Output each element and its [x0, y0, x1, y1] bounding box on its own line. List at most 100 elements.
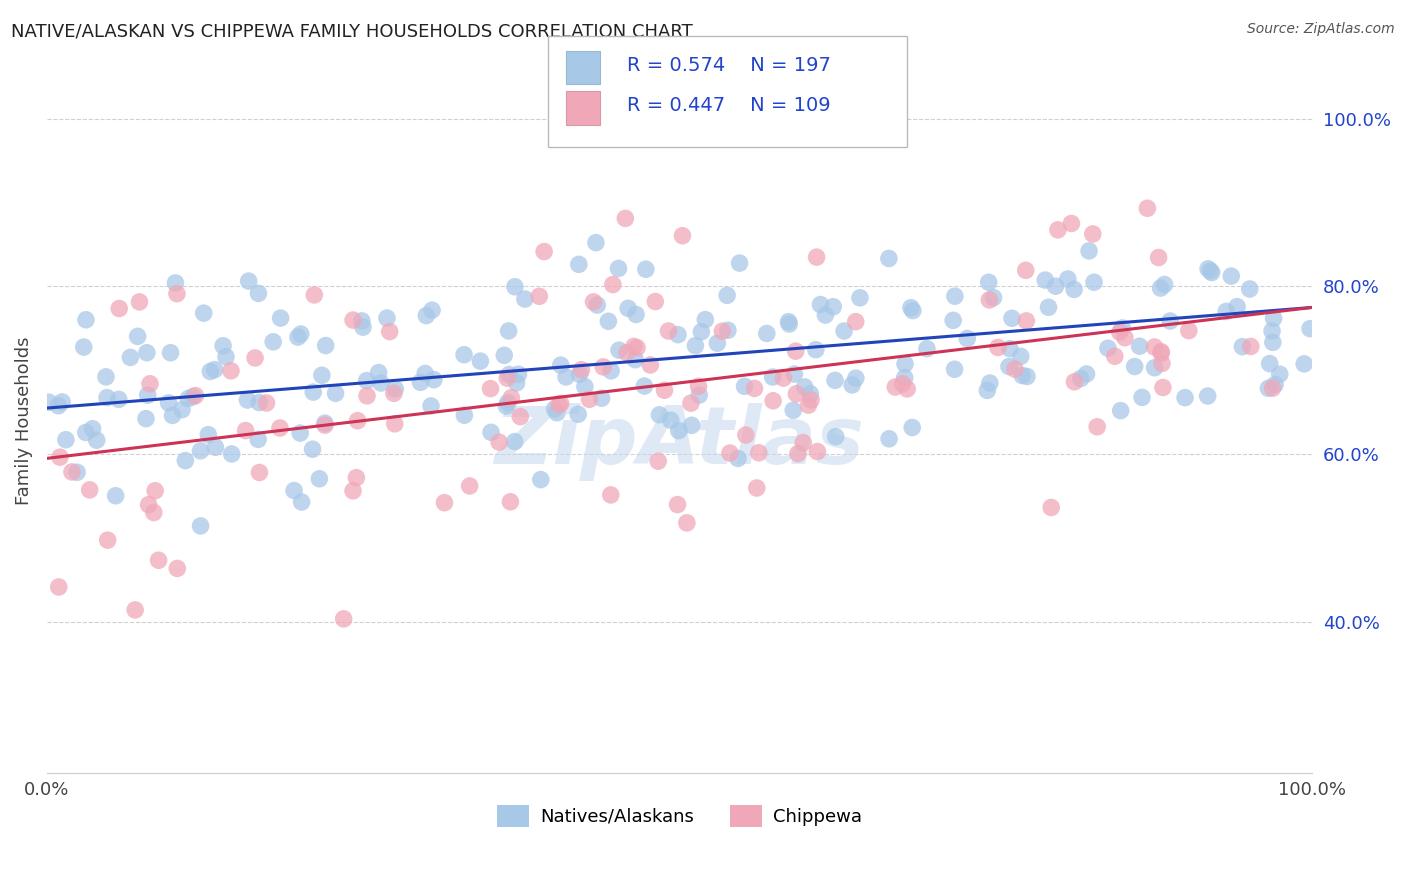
Point	[75, 425, 97, 440]
Point	[744, 381, 766, 395]
Point	[314, 416, 336, 430]
Point	[304, 288, 326, 302]
Point	[1015, 314, 1038, 328]
Point	[578, 392, 600, 407]
Point	[1143, 360, 1166, 375]
Point	[415, 309, 437, 323]
Point	[508, 368, 530, 382]
Point	[792, 435, 814, 450]
Point	[256, 396, 278, 410]
Point	[302, 385, 325, 400]
Point	[498, 368, 520, 382]
Point	[529, 289, 551, 303]
Point	[1199, 264, 1222, 278]
Point	[748, 446, 770, 460]
Point	[1129, 339, 1152, 353]
Point	[204, 440, 226, 454]
Point	[325, 386, 347, 401]
Point	[877, 432, 900, 446]
Point	[644, 294, 666, 309]
Point	[778, 317, 800, 331]
Point	[979, 293, 1001, 307]
Point	[900, 301, 922, 315]
Point	[314, 418, 336, 433]
Point	[647, 454, 669, 468]
Point	[453, 408, 475, 422]
Point	[60, 465, 83, 479]
Point	[170, 402, 193, 417]
Point	[453, 348, 475, 362]
Point	[894, 357, 917, 371]
Point	[124, 603, 146, 617]
Point	[799, 386, 821, 401]
Point	[585, 235, 607, 250]
Point	[1109, 403, 1132, 417]
Point	[530, 473, 553, 487]
Point	[786, 447, 808, 461]
Point	[1038, 300, 1060, 314]
Point	[671, 228, 693, 243]
Point	[96, 391, 118, 405]
Point	[797, 398, 820, 412]
Point	[120, 351, 142, 365]
Point	[488, 435, 510, 450]
Point	[409, 376, 432, 390]
Point	[1010, 349, 1032, 363]
Point	[734, 379, 756, 393]
Point	[592, 359, 614, 374]
Text: R = 0.447    N = 109: R = 0.447 N = 109	[627, 96, 831, 115]
Point	[1081, 227, 1104, 241]
Point	[509, 409, 531, 424]
Point	[104, 489, 127, 503]
Point	[1004, 362, 1026, 376]
Point	[1239, 282, 1261, 296]
Point	[1046, 223, 1069, 237]
Point	[891, 376, 914, 391]
Point	[197, 427, 219, 442]
Point	[706, 336, 728, 351]
Point	[598, 314, 620, 328]
Point	[1220, 269, 1243, 284]
Point	[624, 352, 647, 367]
Point	[976, 384, 998, 398]
Point	[810, 297, 832, 311]
Point	[1264, 377, 1286, 392]
Point	[236, 392, 259, 407]
Text: NATIVE/ALASKAN VS CHIPPEWA FAMILY HOUSEHOLDS CORRELATION CHART: NATIVE/ALASKAN VS CHIPPEWA FAMILY HOUSEH…	[11, 22, 693, 40]
Point	[495, 399, 517, 413]
Point	[290, 326, 312, 341]
Point	[247, 433, 270, 447]
Point	[301, 442, 323, 457]
Point	[378, 325, 401, 339]
Point	[269, 421, 291, 435]
Point	[1178, 324, 1201, 338]
Point	[977, 275, 1000, 289]
Point	[513, 292, 536, 306]
Point	[135, 411, 157, 425]
Point	[1104, 349, 1126, 363]
Point	[1015, 369, 1038, 384]
Point	[350, 314, 373, 328]
Point	[568, 368, 591, 382]
Point	[657, 324, 679, 338]
Point	[845, 315, 868, 329]
Point	[433, 496, 456, 510]
Point	[48, 580, 70, 594]
Point	[983, 291, 1005, 305]
Point	[165, 276, 187, 290]
Point	[498, 324, 520, 338]
Point	[591, 391, 613, 405]
Point	[745, 481, 768, 495]
Point	[681, 418, 703, 433]
Point	[602, 277, 624, 292]
Point	[1299, 321, 1322, 335]
Point	[190, 443, 212, 458]
Point	[166, 286, 188, 301]
Point	[174, 453, 197, 467]
Point	[505, 376, 527, 390]
Point	[998, 342, 1021, 356]
Point	[884, 380, 907, 394]
Point	[1114, 331, 1136, 345]
Point	[915, 342, 938, 356]
Point	[648, 408, 671, 422]
